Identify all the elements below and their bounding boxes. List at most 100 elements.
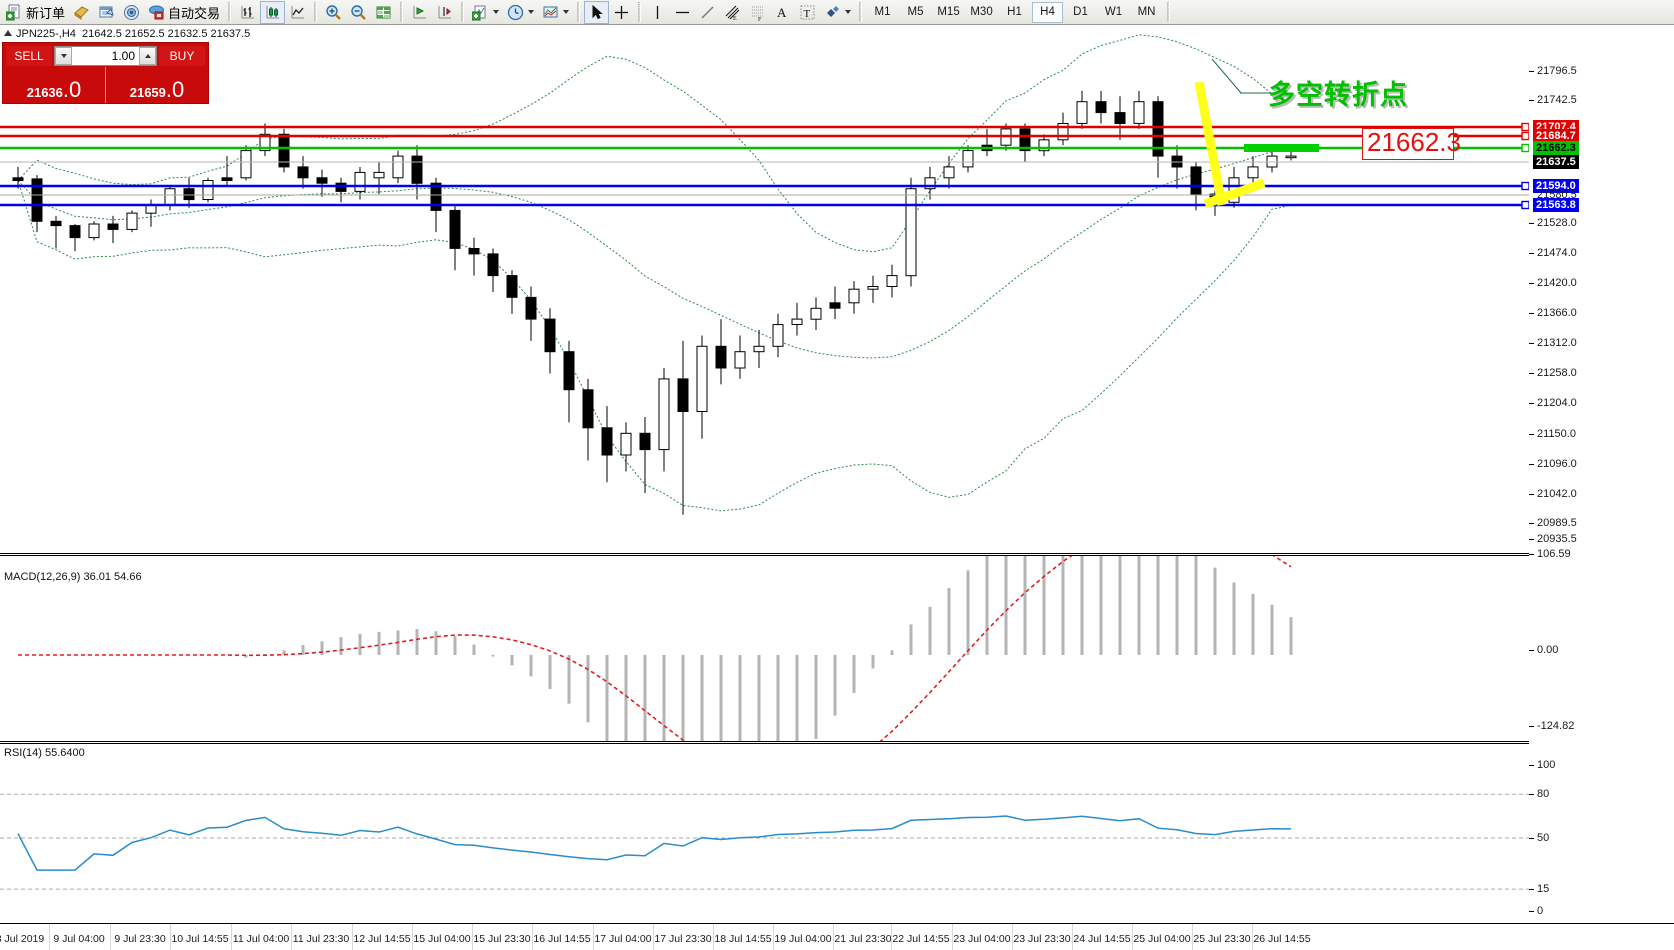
time-separator	[291, 924, 292, 950]
sell-price-int: 21636	[26, 85, 63, 100]
fibonacci-button[interactable]: F	[745, 1, 770, 24]
time-tick-label: 10 Jul 14:55	[171, 933, 229, 945]
time-tick-label: 18 Jul 14:55	[714, 933, 772, 945]
sell-price[interactable]: 21636 .0	[3, 67, 105, 103]
price-level-label[interactable]: 21563.8	[1533, 198, 1579, 212]
price-tick	[1529, 223, 1534, 224]
macd-pane[interactable]	[0, 556, 1529, 741]
trendline-button[interactable]	[695, 1, 720, 24]
new-order-button[interactable]: 新订单	[2, 1, 69, 24]
zoom-in-button[interactable]	[321, 1, 346, 24]
price-level-label[interactable]: 21684.7	[1533, 129, 1579, 143]
price-scale[interactable]: 21796.5 21742.5 21528.0 21474.0 21420.0 21366…	[1529, 25, 1674, 923]
timeframe-h4[interactable]: H4	[1032, 1, 1064, 23]
time-separator	[170, 924, 171, 950]
buy-button[interactable]: BUY	[159, 46, 205, 66]
volume-stepper[interactable]: 1.00	[54, 46, 157, 66]
bar-chart-button[interactable]	[235, 1, 260, 24]
time-tick-label: 19 Jul 04:00	[774, 933, 832, 945]
add-indicator-button[interactable]	[468, 1, 503, 24]
time-tick-label: 15 Jul 04:00	[413, 933, 471, 945]
time-separator	[412, 924, 413, 950]
add-indicator-icon	[471, 4, 489, 21]
horizontal-line-button[interactable]	[670, 1, 695, 24]
macd-indicator-label: MACD(12,26,9) 36.01 54.66	[4, 571, 142, 583]
chevron-down-icon-2[interactable]	[528, 10, 535, 14]
time-scale[interactable]: 8 Jul 2019 9 Jul 04:00 9 Jul 23:30 10 Jul 1…	[0, 923, 1674, 950]
expert-advisors-icon	[73, 4, 90, 21]
line-chart-icon	[289, 4, 306, 21]
timeframe-m15[interactable]: M15	[937, 6, 960, 18]
grid-button[interactable]	[371, 1, 396, 24]
equidistant-channel-button[interactable]: E	[720, 1, 745, 24]
price-level-label[interactable]: 21594.0	[1533, 179, 1579, 193]
timeframe-h1[interactable]: H1	[1007, 6, 1022, 18]
pane-separator-2[interactable]	[0, 741, 1674, 744]
price-tick	[1529, 71, 1534, 72]
time-tick-label: 23 Jul 04:00	[953, 933, 1011, 945]
price-callout-box[interactable]: 21662.3	[1362, 128, 1461, 160]
vertical-line-button[interactable]	[645, 1, 670, 24]
timeframe-d1[interactable]: D1	[1073, 6, 1088, 18]
chart-area[interactable]: JPN225-,H4 21642.5 21652.5 21632.5 21637…	[0, 25, 1674, 950]
chart-symbol-label: JPN225-,H4	[16, 28, 76, 40]
volume-value[interactable]: 1.00	[111, 49, 135, 63]
timeframe-m30[interactable]: M30	[970, 6, 993, 18]
time-separator	[532, 924, 533, 950]
one-click-trading-panel[interactable]: SELL 1.00 BUY 21636 .0 21659 .0	[2, 42, 209, 104]
price-pane[interactable]	[0, 25, 1529, 553]
sell-button[interactable]: SELL	[6, 46, 52, 66]
time-separator	[833, 924, 834, 950]
chinese-annotation[interactable]: 多空转折点	[1268, 80, 1408, 111]
time-separator	[593, 924, 594, 950]
timeframe-m1[interactable]: M1	[874, 6, 891, 18]
collapse-triangle-icon[interactable]	[4, 30, 12, 36]
main-toolbar: 新订单	[0, 0, 1674, 25]
chevron-down-icon-4[interactable]	[845, 10, 852, 14]
price-tick-label: 20935.5	[1537, 533, 1577, 545]
buy-price[interactable]: 21659 .0	[105, 67, 208, 103]
timeframe-w1[interactable]: W1	[1104, 6, 1123, 18]
price-level-label[interactable]: 21662.3	[1533, 141, 1579, 155]
auto-scroll-button[interactable]	[432, 1, 457, 24]
sell-price-frac: .0	[62, 77, 82, 103]
chevron-down-icon[interactable]	[493, 10, 500, 14]
volume-decrease-button[interactable]	[55, 47, 72, 65]
timeframe-group: M1 M5 M15 M30 H1 H4 D1 W1 MN	[866, 1, 1163, 23]
fibonacci-icon: F	[749, 4, 766, 23]
rsi-tick	[1529, 911, 1534, 912]
price-tick	[1529, 373, 1534, 374]
price-tick-label: 21796.5	[1537, 65, 1577, 77]
timeframe-m5[interactable]: M5	[907, 6, 924, 18]
text-button[interactable]: A	[770, 1, 795, 24]
navigator-button[interactable]	[119, 1, 144, 24]
rsi-pane[interactable]	[0, 744, 1529, 923]
zoom-out-button[interactable]	[346, 1, 371, 24]
rsi-scale-label: 100	[1537, 759, 1556, 771]
zoom-in-icon	[325, 4, 342, 21]
price-level-label[interactable]: 21637.5	[1533, 155, 1579, 169]
price-tick	[1529, 313, 1534, 314]
volume-increase-button[interactable]	[139, 47, 156, 65]
period-button[interactable]	[503, 1, 538, 24]
autotrading-button[interactable]: 自动交易	[144, 1, 224, 24]
templates-button[interactable]	[538, 1, 573, 24]
market-watch-button[interactable]	[94, 1, 119, 24]
cursor-button[interactable]	[584, 0, 610, 24]
line-chart-button[interactable]	[285, 1, 310, 24]
timeframe-mn[interactable]: MN	[1137, 6, 1156, 18]
pane-separator-1[interactable]	[0, 553, 1674, 556]
chart-shift-button[interactable]	[407, 1, 432, 24]
expert-advisors-button[interactable]	[69, 1, 94, 24]
objects-button[interactable]	[820, 1, 855, 24]
candlestick-chart-button[interactable]	[260, 0, 286, 24]
rsi-scale-label: 0	[1537, 905, 1544, 917]
time-separator	[1252, 924, 1253, 950]
crosshair-button[interactable]	[609, 1, 634, 24]
time-separator	[472, 924, 473, 950]
time-separator	[713, 924, 714, 950]
price-tick-label: 21042.0	[1537, 488, 1577, 500]
chevron-down-icon-3[interactable]	[563, 10, 570, 14]
text-label-button[interactable]: T	[795, 1, 820, 24]
autotrading-label: 自动交易	[168, 5, 221, 21]
